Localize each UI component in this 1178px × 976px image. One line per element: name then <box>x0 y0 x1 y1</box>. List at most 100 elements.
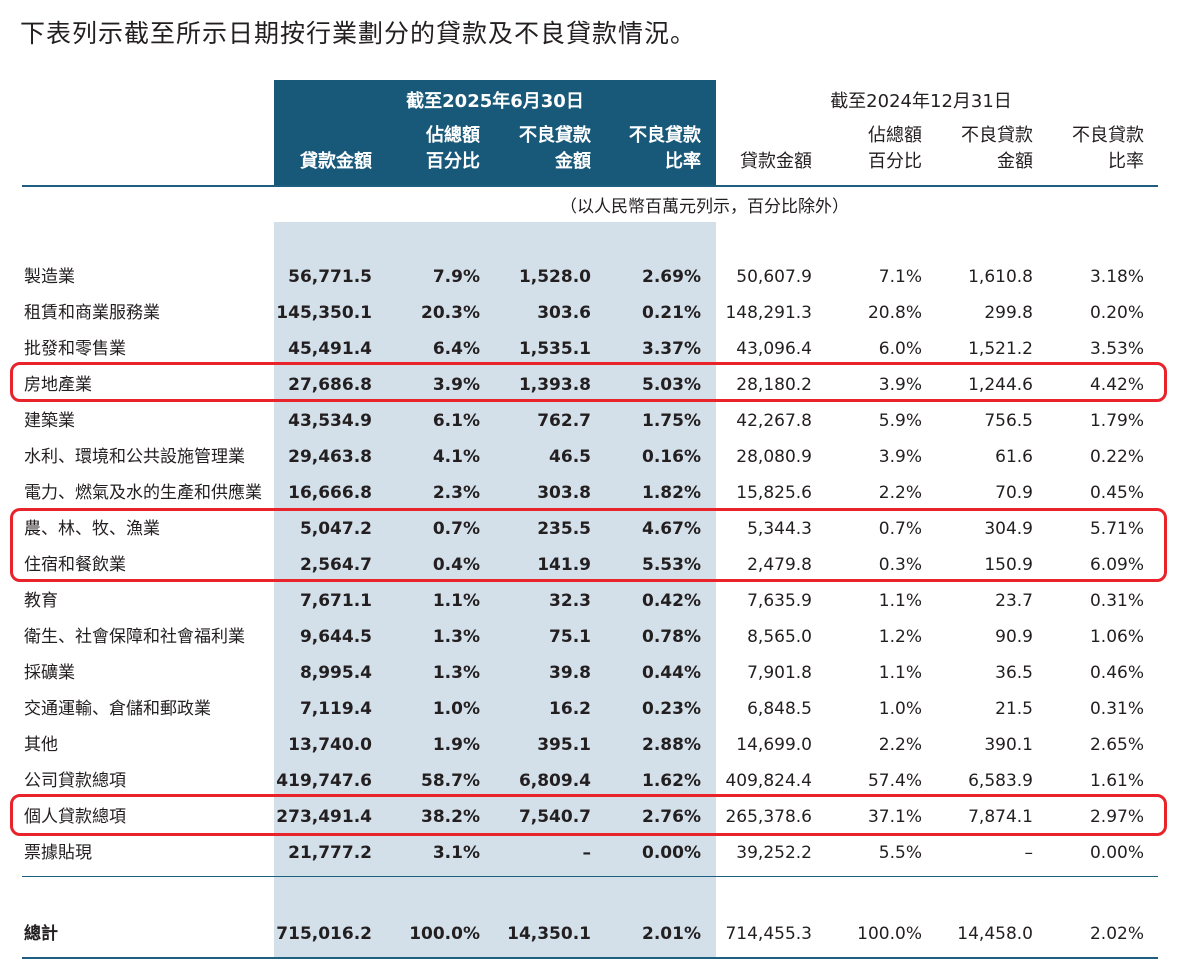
header-2025-loan: 貸款金額 <box>300 151 372 172</box>
cell-2025-pct: 38.2% <box>421 807 480 827</box>
cell-2025-ratio: 0.23% <box>642 699 701 719</box>
header-2025-pct-line2: 百分比 <box>426 151 480 172</box>
cell-2025-pct: 6.1% <box>432 411 480 431</box>
table-row: 公司貸款總項 419,747.6 58.7% 6,809.4 1.62% 409,824.… <box>0 764 1178 798</box>
table-row: 個人貸款總項 273,491.4 38.2% 7,540.7 2.76% 265,378.… <box>0 800 1178 834</box>
cell-2024-loan: 39,252.2 <box>736 843 812 863</box>
cell-2024-loan: 2,479.8 <box>747 555 812 575</box>
cell-2025-ratio: 0.00% <box>642 843 701 863</box>
cell-2024-pct: 2.2% <box>878 483 922 503</box>
cell-2024-pct: 3.9% <box>878 375 922 395</box>
total-2024-ratio: 2.02% <box>1089 924 1144 944</box>
cell-2024-npl: 61.6 <box>995 447 1033 467</box>
cell-2025-ratio: 1.82% <box>642 483 701 503</box>
cell-2025-npl: 7,540.7 <box>518 807 591 827</box>
cell-2025-ratio: 2.88% <box>642 735 701 755</box>
cell-2024-loan: 14,699.0 <box>736 735 812 755</box>
cell-2024-ratio: 6.09% <box>1089 555 1144 575</box>
header-2024-loan: 貸款金額 <box>740 151 812 172</box>
cell-2025-loan: 16,666.8 <box>288 483 372 503</box>
table-row: 交通運輸、倉儲和郵政業 7,119.4 1.0% 16.2 0.23% 6,848.5 1.… <box>0 692 1178 726</box>
cell-2025-pct: 3.1% <box>432 843 480 863</box>
row-label: 水利、環境和公共設施管理業 <box>24 447 245 467</box>
header-group-2024: 截至2024年12月31日 <box>830 91 1012 112</box>
cell-2025-pct: 3.9% <box>432 375 480 395</box>
cell-2024-loan: 7,901.8 <box>747 663 812 683</box>
cell-2024-loan: 5,344.3 <box>747 519 812 539</box>
total-row: 總計 715,016.2 100.0% 14,350.1 2.01% 714,4… <box>0 917 1178 951</box>
total-2025-pct: 100.0% <box>409 924 480 944</box>
cell-2024-pct: 1.2% <box>878 627 922 647</box>
table-row: 批發和零售業 45,491.4 6.4% 1,535.1 3.37% 43,096.4 6.… <box>0 332 1178 366</box>
cell-2025-npl: 32.3 <box>549 591 591 611</box>
header-2025-ratio-line2: 比率 <box>665 151 701 172</box>
cell-2025-pct: 4.1% <box>432 447 480 467</box>
cell-2025-ratio: 5.03% <box>642 375 701 395</box>
cell-2024-npl: 6,583.9 <box>968 771 1033 791</box>
header-2025-npl-line1: 不良貸款 <box>519 125 591 146</box>
cell-2024-npl: 1,610.8 <box>968 267 1033 287</box>
cell-2025-npl: 46.5 <box>549 447 591 467</box>
row-label: 採礦業 <box>24 663 75 683</box>
cell-2024-npl: 299.8 <box>984 303 1033 323</box>
cell-2025-pct: 7.9% <box>432 267 480 287</box>
cell-2024-loan: 28,180.2 <box>736 375 812 395</box>
row-label: 農、林、牧、漁業 <box>24 519 160 539</box>
cell-2025-ratio: 0.21% <box>642 303 701 323</box>
header-2024-npl-line1: 不良貸款 <box>961 125 1033 146</box>
cell-2025-npl: 6,809.4 <box>518 771 591 791</box>
cell-2024-pct: 57.4% <box>867 771 922 791</box>
cell-2024-ratio: 0.45% <box>1089 483 1144 503</box>
cell-2025-pct: 58.7% <box>421 771 480 791</box>
cell-2025-npl: 141.9 <box>537 555 591 575</box>
cell-2025-loan: 2,564.7 <box>299 555 372 575</box>
header-2025-npl-line2: 金額 <box>555 151 591 172</box>
cell-2024-ratio: 2.65% <box>1089 735 1144 755</box>
table-row: 農、林、牧、漁業 5,047.2 0.7% 235.5 4.67% 5,344.3 0.7%… <box>0 512 1178 546</box>
header-band-2025 <box>274 80 716 186</box>
table-row: 水利、環境和公共設施管理業 29,463.8 4.1% 46.5 0.16% 28,080… <box>0 440 1178 474</box>
total-2025-npl: 14,350.1 <box>507 924 591 944</box>
table-row: 製造業 56,771.5 7.9% 1,528.0 2.69% 50,607.9 7.1% 1… <box>0 260 1178 294</box>
cell-2024-npl: 23.7 <box>995 591 1033 611</box>
table-row: 衛生、社會保障和社會福利業 9,644.5 1.3% 75.1 0.78% 8,565.0… <box>0 620 1178 654</box>
cell-2024-ratio: 0.31% <box>1089 591 1144 611</box>
header-2025-pct-line1: 佔總額 <box>426 125 480 146</box>
row-label: 衛生、社會保障和社會福利業 <box>24 627 245 647</box>
cell-2024-loan: 7,635.9 <box>747 591 812 611</box>
cell-2024-ratio: 4.42% <box>1089 375 1144 395</box>
cell-2025-npl: 1,393.8 <box>518 375 591 395</box>
cell-2025-npl: 39.8 <box>549 663 591 683</box>
cell-2024-pct: 2.2% <box>878 735 922 755</box>
cell-2024-npl: 304.9 <box>984 519 1033 539</box>
cell-2024-pct: 20.8% <box>867 303 922 323</box>
cell-2024-loan: 15,825.6 <box>736 483 812 503</box>
table-row: 票據貼現 21,777.2 3.1% – 0.00% 39,252.2 5.5% – 0.00% <box>0 836 1178 870</box>
cell-2025-pct: 1.9% <box>432 735 480 755</box>
table-row: 租賃和商業服務業 145,350.1 20.3% 303.6 0.21% 148,291.… <box>0 296 1178 330</box>
total-top-rule <box>22 876 1158 877</box>
cell-2024-loan: 409,824.4 <box>725 771 812 791</box>
table-row: 房地產業 27,686.8 3.9% 1,393.8 5.03% 28,180.2 3.9%… <box>0 368 1178 402</box>
cell-2024-pct: 6.0% <box>878 339 922 359</box>
row-label: 房地產業 <box>24 375 92 395</box>
table-row: 電力、燃氣及水的生產和供應業 16,666.8 2.3% 303.8 1.82% 15,8… <box>0 476 1178 510</box>
cell-2025-pct: 0.7% <box>432 519 480 539</box>
cell-2024-npl: 90.9 <box>995 627 1033 647</box>
header-2025-ratio-line1: 不良貸款 <box>629 125 701 146</box>
cell-2024-pct: 0.7% <box>878 519 922 539</box>
cell-2025-npl: 75.1 <box>549 627 591 647</box>
cell-2025-npl: – <box>582 843 592 863</box>
row-label: 住宿和餐飲業 <box>24 555 126 575</box>
cell-2025-ratio: 1.75% <box>642 411 701 431</box>
row-label: 教育 <box>24 591 58 611</box>
cell-2024-npl: 150.9 <box>984 555 1033 575</box>
cell-2025-ratio: 4.67% <box>642 519 701 539</box>
cell-2025-ratio: 3.37% <box>642 339 701 359</box>
cell-2024-loan: 148,291.3 <box>725 303 812 323</box>
cell-2024-pct: 1.1% <box>878 591 922 611</box>
table-row: 建築業 43,534.9 6.1% 762.7 1.75% 42,267.8 5.9% 756… <box>0 404 1178 438</box>
row-label: 製造業 <box>24 267 75 287</box>
header-2024-pct-line1: 佔總額 <box>868 125 922 146</box>
highlight-real-estate <box>10 362 1167 402</box>
